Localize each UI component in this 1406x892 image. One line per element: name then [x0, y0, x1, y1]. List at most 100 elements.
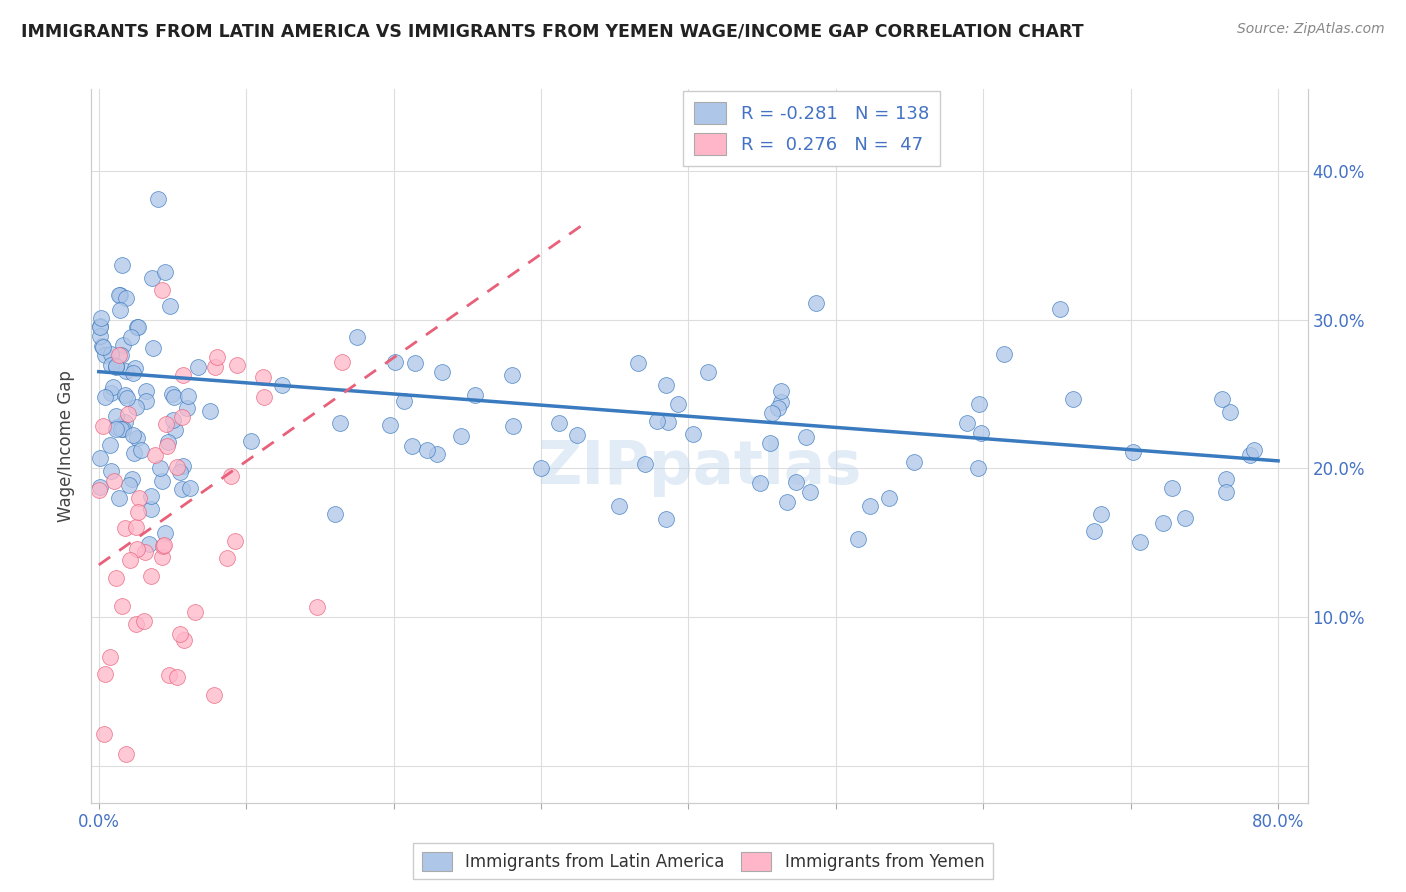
Point	[430, 365, 453, 379]
Point	[530, 460, 553, 475]
Point	[127, 319, 149, 334]
Point	[138, 537, 160, 551]
Point	[252, 370, 274, 384]
Point	[104, 359, 127, 373]
Point	[682, 426, 704, 441]
Point	[139, 501, 162, 516]
Point	[90, 339, 112, 353]
Point	[879, 491, 901, 506]
Point	[401, 439, 423, 453]
Point	[502, 419, 524, 434]
Point	[415, 442, 437, 457]
Point	[1083, 524, 1105, 538]
Point	[761, 406, 783, 420]
Point	[172, 368, 194, 383]
Point	[150, 283, 173, 297]
Point	[253, 390, 276, 404]
Point	[1219, 405, 1241, 419]
Point	[966, 461, 988, 475]
Point	[794, 430, 817, 444]
Point	[225, 358, 247, 372]
Point	[114, 415, 136, 429]
Point	[141, 271, 163, 285]
Point	[93, 727, 115, 741]
Point	[384, 354, 406, 368]
Point	[156, 439, 179, 453]
Point	[769, 395, 792, 409]
Point	[89, 319, 111, 334]
Point	[799, 484, 821, 499]
Point	[94, 390, 117, 404]
Point	[100, 464, 122, 478]
Point	[141, 341, 163, 355]
Point	[1174, 510, 1197, 524]
Point	[404, 356, 426, 370]
Point	[157, 667, 180, 681]
Point	[785, 475, 807, 489]
Point	[1211, 392, 1233, 406]
Point	[1049, 301, 1071, 316]
Point	[100, 386, 122, 401]
Point	[1152, 516, 1174, 530]
Point	[655, 512, 678, 526]
Point	[806, 296, 828, 310]
Point	[1129, 534, 1152, 549]
Point	[121, 472, 143, 486]
Point	[1090, 508, 1112, 522]
Point	[111, 338, 134, 352]
Point	[179, 481, 201, 495]
Point	[110, 302, 132, 317]
Point	[124, 520, 146, 534]
Point	[89, 480, 111, 494]
Point	[450, 429, 472, 443]
Point	[271, 377, 294, 392]
Point	[118, 553, 141, 567]
Point	[89, 483, 111, 497]
Point	[149, 461, 172, 475]
Point	[105, 421, 128, 435]
Point	[305, 599, 328, 614]
Point	[122, 367, 145, 381]
Point	[967, 397, 990, 411]
Legend: R = -0.281   N = 138, R =  0.276   N =  47: R = -0.281 N = 138, R = 0.276 N = 47	[683, 91, 939, 166]
Point	[666, 397, 689, 411]
Point	[207, 350, 229, 364]
Point	[91, 419, 114, 434]
Point	[94, 348, 117, 362]
Point	[89, 450, 111, 465]
Point	[110, 422, 132, 436]
Point	[159, 299, 181, 313]
Point	[148, 192, 170, 206]
Point	[378, 418, 401, 433]
Point	[125, 400, 148, 414]
Point	[127, 319, 149, 334]
Point	[163, 390, 186, 404]
Point	[172, 482, 194, 496]
Text: Source: ZipAtlas.com: Source: ZipAtlas.com	[1237, 22, 1385, 37]
Point	[758, 436, 780, 450]
Point	[956, 416, 979, 430]
Point	[187, 360, 209, 375]
Point	[139, 569, 162, 583]
Point	[155, 265, 177, 279]
Point	[105, 409, 128, 423]
Point	[115, 292, 138, 306]
Point	[696, 365, 718, 379]
Point	[124, 361, 146, 376]
Point	[1063, 392, 1085, 406]
Y-axis label: Wage/Income Gap: Wage/Income Gap	[58, 370, 76, 522]
Point	[392, 393, 415, 408]
Point	[346, 330, 368, 344]
Point	[970, 426, 993, 441]
Point	[152, 539, 174, 553]
Point	[607, 500, 630, 514]
Point	[176, 389, 198, 403]
Point	[330, 355, 353, 369]
Point	[221, 468, 243, 483]
Point	[224, 533, 246, 548]
Point	[200, 403, 222, 417]
Point	[163, 423, 186, 437]
Point	[150, 550, 173, 565]
Point	[131, 443, 153, 458]
Point	[90, 311, 112, 326]
